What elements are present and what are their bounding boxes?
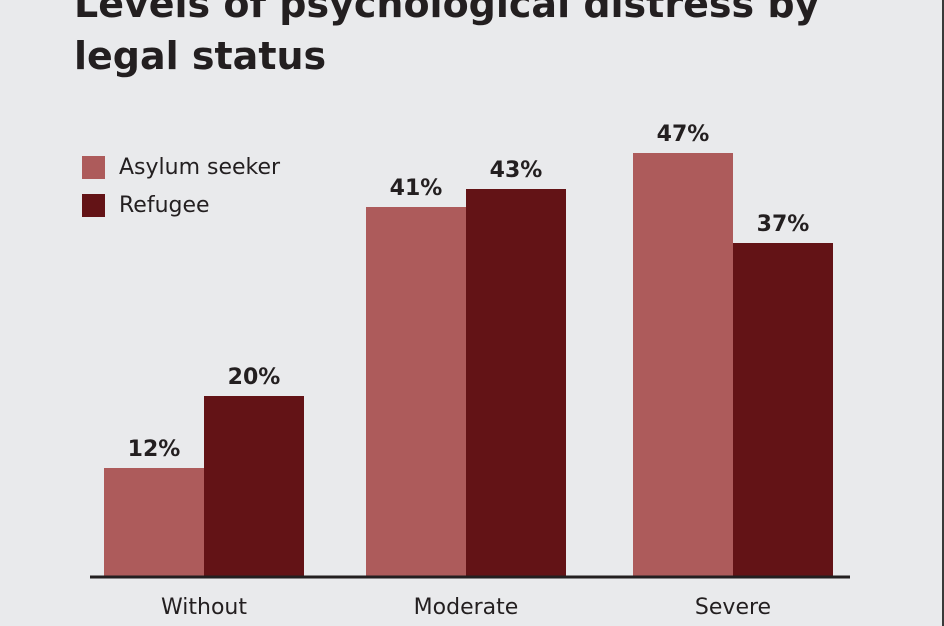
chart-title: Levels of psychological distress by lega… <box>74 0 820 78</box>
bar-moderate-asylum-seeker <box>366 207 466 576</box>
legend-swatch-asylum-seeker <box>82 155 105 179</box>
legend-swatch-refugee <box>82 193 105 217</box>
bar-without-refugee <box>204 396 304 576</box>
right-border <box>942 0 944 626</box>
value-label-severe-refugee: 37% <box>757 212 810 237</box>
value-label-moderate-refugee: 43% <box>490 158 543 183</box>
bar-severe-asylum-seeker <box>633 153 733 576</box>
value-label-moderate-asylum-seeker: 41% <box>390 176 443 201</box>
legend-item-refugee: Refugee <box>82 186 280 224</box>
category-label-moderate: Moderate <box>414 595 519 620</box>
bars-group <box>104 153 833 576</box>
category-label-without: Without <box>161 595 247 620</box>
category-labels-group: Without Moderate Severe <box>161 595 771 620</box>
value-labels-group: 12% 20% 41% 43% 47% 37% <box>128 122 810 462</box>
bar-moderate-refugee <box>466 189 566 576</box>
value-label-severe-asylum-seeker: 47% <box>657 122 710 147</box>
bar-without-asylum-seeker <box>104 468 204 576</box>
value-label-without-refugee: 20% <box>228 365 281 390</box>
legend-label-asylum-seeker: Asylum seeker <box>119 154 281 180</box>
legend-label-refugee: Refugee <box>119 192 210 218</box>
value-label-without-asylum-seeker: 12% <box>128 437 181 462</box>
category-label-severe: Severe <box>695 595 771 620</box>
legend-item-asylum-seeker: Asylum seeker <box>82 148 280 186</box>
bar-severe-refugee <box>733 243 833 576</box>
legend: Asylum seeker Refugee <box>82 148 280 224</box>
